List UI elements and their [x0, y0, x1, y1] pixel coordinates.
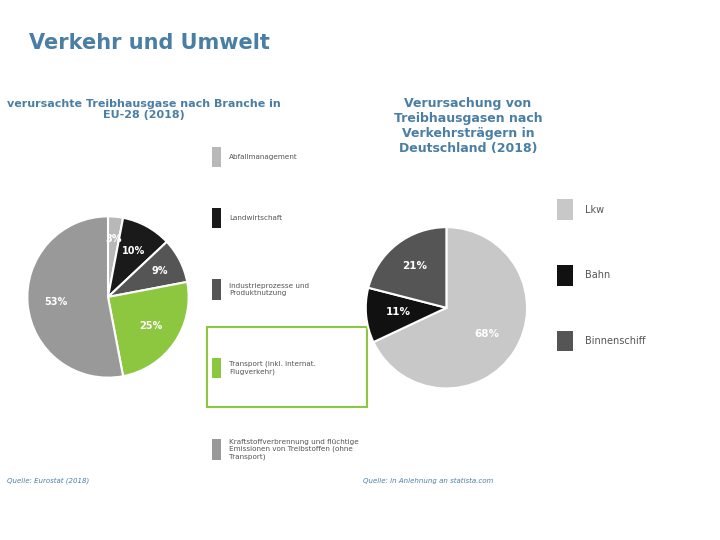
- Wedge shape: [374, 227, 527, 388]
- FancyBboxPatch shape: [557, 331, 572, 352]
- FancyBboxPatch shape: [212, 439, 222, 460]
- Text: Verursachung von
Treibhausgasen nach
Verkehrsträgern in
Deutschland (2018): Verursachung von Treibhausgasen nach Ver…: [394, 97, 542, 154]
- Text: Quelle: Eurostat (2018): Quelle: Eurostat (2018): [7, 477, 89, 484]
- Text: verursachte Treibhausgase nach Branche in
EU-28 (2018): verursachte Treibhausgase nach Branche i…: [7, 98, 281, 120]
- Text: Transport (inkl. internat.
Flugverkehr): Transport (inkl. internat. Flugverkehr): [230, 361, 316, 375]
- Text: Kraftstoffverbrennung und flüchtige
Emissionen von Treibstoffen (ohne
Transport): Kraftstoffverbrennung und flüchtige Emis…: [230, 439, 359, 460]
- FancyBboxPatch shape: [557, 265, 572, 286]
- Text: 25%: 25%: [140, 321, 163, 332]
- Text: 7: 7: [691, 518, 698, 528]
- Text: Landwirtschaft: Landwirtschaft: [230, 215, 282, 221]
- Text: Verkehr und Umwelt: Verkehr und Umwelt: [29, 33, 270, 53]
- FancyBboxPatch shape: [212, 357, 222, 378]
- Text: 9%: 9%: [151, 266, 168, 275]
- Wedge shape: [27, 217, 123, 377]
- Text: 10%: 10%: [122, 246, 145, 256]
- Wedge shape: [108, 242, 187, 297]
- Wedge shape: [108, 282, 189, 376]
- Wedge shape: [369, 227, 446, 308]
- Text: Mrz-21: Mrz-21: [22, 518, 60, 528]
- Wedge shape: [366, 288, 446, 342]
- Text: Abfallmanagement: Abfallmanagement: [230, 154, 298, 160]
- FancyBboxPatch shape: [212, 208, 222, 228]
- Text: Quelle: in Anlehnung an statista.com: Quelle: in Anlehnung an statista.com: [363, 477, 493, 484]
- FancyBboxPatch shape: [212, 146, 222, 167]
- Wedge shape: [108, 217, 123, 297]
- Text: Industrieprozesse und
Produktnutzung: Industrieprozesse und Produktnutzung: [230, 283, 310, 296]
- Wedge shape: [108, 218, 167, 297]
- Text: Binnenschiff: Binnenschiff: [585, 336, 645, 346]
- Text: Lkw: Lkw: [585, 205, 604, 215]
- FancyBboxPatch shape: [212, 279, 222, 300]
- Text: 68%: 68%: [474, 329, 500, 339]
- FancyBboxPatch shape: [557, 199, 572, 220]
- Text: Bahn: Bahn: [585, 271, 610, 280]
- Text: 21%: 21%: [402, 261, 427, 272]
- Text: 3%: 3%: [105, 234, 122, 244]
- Text: 53%: 53%: [44, 297, 68, 307]
- Text: 11%: 11%: [386, 307, 410, 318]
